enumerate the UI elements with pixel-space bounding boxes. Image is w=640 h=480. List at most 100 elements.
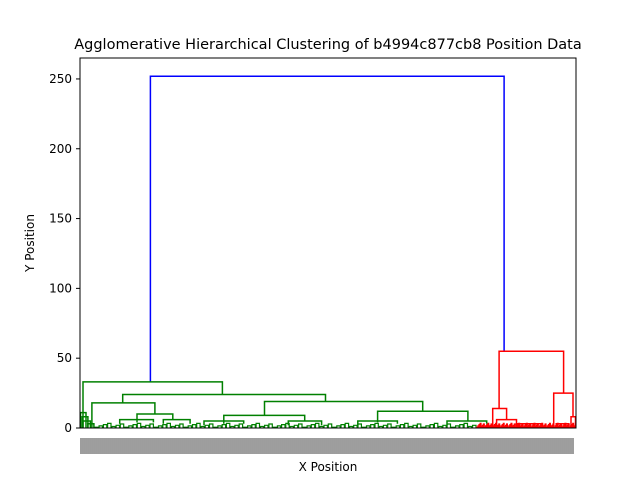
leaf-merge-link (111, 425, 116, 428)
leaf-merge-link (136, 422, 142, 428)
leaf-merge-link (429, 424, 435, 428)
leaf-merge-link (548, 422, 552, 428)
leaf-merge-link (98, 425, 104, 428)
y-axis: 0 50 100 150 200 250 (49, 72, 80, 435)
leaf-merge-link (382, 424, 388, 428)
merge-link (498, 350, 565, 409)
leaf-merge-link (208, 423, 214, 428)
leaf-merge-link (132, 424, 138, 428)
leaf-merge-link (438, 425, 443, 428)
merge-link (162, 418, 191, 424)
leaf-merge-link (498, 423, 501, 428)
merge-link (446, 420, 488, 426)
leaf-merge-link (323, 424, 328, 428)
merge-link (203, 420, 245, 426)
leaf-merge-link (442, 424, 447, 428)
leaf-merge-link (162, 424, 167, 428)
leaf-merge-link (479, 422, 482, 428)
leaf-merge-link (200, 425, 205, 428)
y-tick-label: 50 (57, 351, 72, 365)
leaf-merge-link (357, 423, 362, 428)
leaf-merge-link (482, 423, 485, 428)
leaf-merge-link (353, 424, 358, 428)
leaf-merge-link (221, 424, 227, 428)
leaf-merge-link (217, 425, 222, 428)
merge-link (223, 414, 306, 424)
y-tick-label: 0 (64, 421, 72, 435)
leaf-merge-link (344, 422, 350, 428)
merge-link (91, 402, 156, 428)
leaf-merge-link (408, 425, 413, 428)
leaf-merge-link (251, 424, 256, 428)
merge-link (552, 392, 574, 426)
leaf-merge-link (446, 423, 452, 428)
y-tick-label: 250 (49, 72, 72, 86)
leaf-merge-link (238, 423, 244, 428)
leaf-merge-link (306, 425, 312, 428)
chart-title: Agglomerative Hierarchical Clustering of… (74, 37, 582, 53)
leaf-merge-link (404, 422, 409, 428)
leaf-merge-link (513, 423, 516, 428)
merge-link (149, 75, 505, 382)
leaf-merge-link (157, 425, 163, 428)
leaf-merge-link (128, 425, 133, 428)
leaf-merge-link (502, 422, 505, 428)
leaf-merge-link (374, 422, 379, 428)
leaf-merge-link (115, 424, 121, 428)
merge-link (515, 423, 543, 428)
leaf-merge-link (179, 423, 184, 428)
leaf-merge-link (459, 424, 464, 428)
leaf-merge-link (149, 423, 154, 428)
leaf-merge-link (174, 424, 180, 428)
leaf-merge-link (145, 424, 150, 428)
leaf-merge-link (365, 425, 371, 428)
leaf-merge-link (467, 425, 473, 428)
leaf-merge-link (544, 423, 547, 428)
merge-link (287, 420, 323, 426)
leaf-merge-link (472, 424, 477, 428)
leaf-merge-link (314, 422, 320, 428)
leaf-merge-link (268, 423, 273, 428)
leaf-merge-link (298, 423, 303, 428)
leaf-merge-link (455, 425, 460, 428)
merge-link (376, 410, 469, 423)
leaf-merge-link (395, 425, 401, 428)
leaf-merge-link (327, 423, 333, 428)
dendrogram-links (79, 75, 577, 428)
merge-link (136, 413, 174, 423)
leaf-merge-link (102, 424, 108, 428)
leaf-merge-link (106, 422, 112, 428)
leaf-merge-link (255, 422, 261, 428)
leaf-merge-link (348, 425, 354, 428)
leaf-merge-link (506, 423, 508, 428)
leaf-merge-link (264, 424, 269, 428)
leaf-merge-link (187, 425, 193, 428)
merge-link (121, 393, 327, 403)
leaf-merge-link (285, 422, 290, 428)
leaf-merge-link (416, 423, 422, 428)
leaf-merge-link (319, 425, 324, 428)
leaf-merge-link (259, 425, 265, 428)
leaf-merge-link (196, 422, 201, 428)
leaf-merge-link (166, 422, 171, 428)
merge-link (357, 420, 399, 426)
leaf-merge-link (487, 422, 490, 428)
leaf-merge-link (425, 425, 430, 428)
leaf-merge-link (225, 422, 231, 428)
y-tick-label: 150 (49, 212, 72, 226)
leaf-merge-link (310, 424, 316, 428)
leaf-merge-link (276, 425, 282, 428)
leaf-merge-link (230, 425, 235, 428)
merge-link (263, 400, 424, 416)
leaf-merge-link (463, 422, 469, 428)
leaf-merge-link (191, 424, 197, 428)
leaf-merge-link (336, 425, 341, 428)
leaf-merge-link (247, 425, 252, 428)
merge-link (81, 416, 89, 428)
y-tick-label: 200 (49, 142, 72, 156)
y-tick-label: 100 (49, 281, 72, 295)
x-tick-marks (80, 438, 574, 454)
leaf-merge-link (170, 425, 176, 428)
leaf-merge-link (293, 424, 299, 428)
